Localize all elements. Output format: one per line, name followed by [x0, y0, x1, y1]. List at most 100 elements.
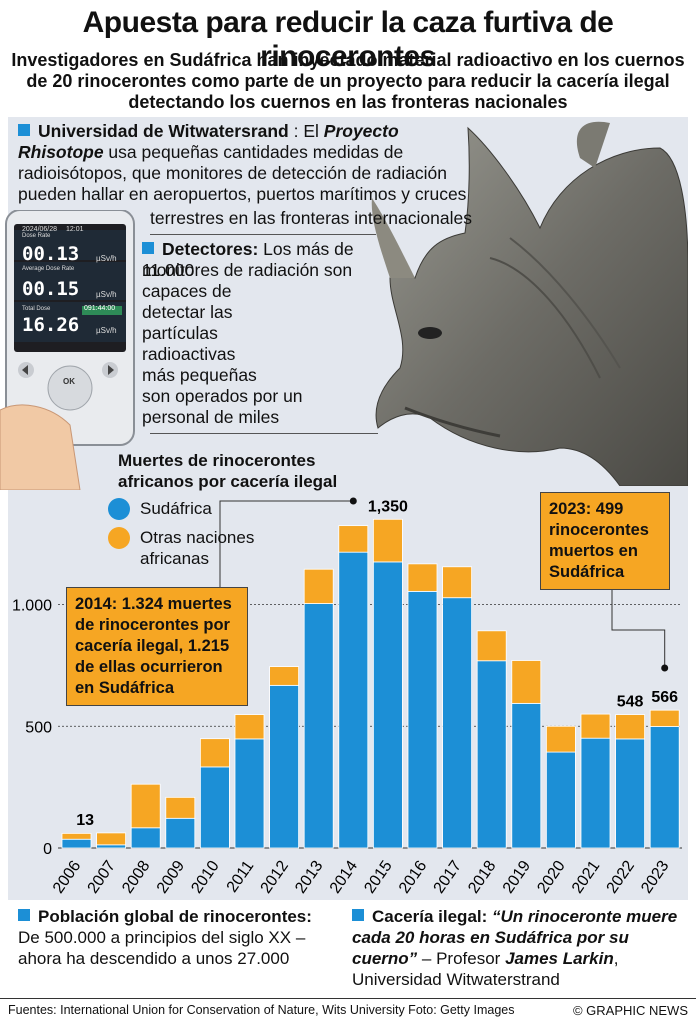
x-tick-label-2022: 2022: [604, 858, 638, 897]
x-tick-label-2023: 2023: [638, 858, 672, 897]
detectores-line-2: monitores de radiación son: [142, 260, 353, 280]
legend-other-line-2: africanas: [140, 549, 209, 568]
bar-other-2023: [649, 709, 680, 727]
witwatersrand-text: Universidad de Witwatersrand : El Proyec…: [18, 121, 468, 205]
footer-credit: © GRAPHIC NEWS: [572, 1003, 688, 1018]
x-tick-label-2013: 2013: [292, 858, 326, 897]
bar-sa-2015: [372, 561, 403, 849]
legend-label-other: Otras naciones africanas: [140, 527, 254, 569]
callout-2023-line-2: rinocerontes: [549, 521, 649, 539]
detectores-text: Detectores: Los más de 11.000: [142, 239, 392, 281]
y-tick-label-500: 500: [25, 719, 52, 736]
device-label-2: Total Dose: [22, 306, 51, 312]
device-unit-0: µSv/h: [96, 254, 117, 263]
callout-2023-line-4: Sudáfrica: [549, 563, 625, 581]
bar-sa-2014: [338, 551, 369, 849]
bar-other-2012: [269, 666, 300, 686]
bar-sa-2011: [234, 738, 265, 849]
page-subtitle: Investigadores en Sudáfrica han inyectad…: [11, 50, 685, 112]
bar-sa-2010: [199, 766, 230, 849]
device-unit-2: µSv/h: [96, 326, 117, 335]
bar-other-2019: [511, 660, 542, 704]
block1-colon: : El: [288, 121, 324, 141]
bar-sa-2012: [269, 684, 300, 849]
detectores-line-3: capaces de: [142, 281, 232, 301]
x-tick-label-2006: 2006: [50, 858, 84, 897]
x-tick-label-2015: 2015: [361, 858, 395, 897]
page-title: Apuesta para reducir la caza furtiva de …: [82, 6, 614, 73]
callout-2014-dot: [349, 497, 357, 505]
bar-other-2011: [234, 714, 265, 740]
callout-2014-line-2: de rinocerontes por: [75, 616, 230, 634]
x-tick-label-2009: 2009: [154, 858, 188, 897]
bar-sa-2017: [442, 597, 473, 849]
callout-2023-line-1: 2023: 499: [549, 500, 624, 518]
bar-other-2014: [338, 525, 369, 553]
callout-2014-line-4: de ellas ocurrieron: [75, 658, 223, 676]
device-unit-1: µSv/h: [96, 290, 117, 299]
bar-other-2008: [130, 783, 161, 829]
rhino-photo: [371, 121, 688, 486]
population-body: De 500.000 a principios del siglo XX – a…: [18, 928, 306, 968]
bar-other-2022: [615, 714, 645, 740]
bullet-square-icon: [352, 909, 364, 921]
device-label-1: Average Dose Rate: [22, 266, 75, 272]
bar-other-2010: [199, 738, 230, 768]
x-tick-label-2008: 2008: [119, 858, 153, 897]
legend-other-line-1: Otras naciones: [140, 528, 255, 547]
x-tick-label-2016: 2016: [396, 858, 430, 897]
bullet-square-icon: [142, 242, 154, 254]
x-tick-label-2014: 2014: [327, 858, 361, 897]
detectores-line-8: son operados por un: [142, 386, 303, 406]
x-tick-label-2017: 2017: [431, 858, 465, 897]
block1-line-last: terrestres en las fronteras internaciona…: [150, 208, 472, 228]
bar-other-2006: [61, 832, 92, 840]
bar-sa-2008: [130, 827, 161, 849]
data-label-2022: 548: [617, 694, 644, 711]
legend-swatch-other: [108, 527, 130, 549]
x-tick-label-2019: 2019: [500, 858, 534, 897]
bar-sa-2021: [580, 737, 611, 849]
bar-other-2013: [303, 568, 334, 604]
bar-other-2021: [580, 713, 611, 739]
bar-other-2018: [476, 630, 507, 662]
bar-sa-2020: [546, 751, 576, 849]
quote-body: “Un rinoceronte muere cada 20 horas en S…: [352, 907, 678, 968]
bar-sa-2007: [96, 844, 126, 849]
bar-other-2020: [546, 725, 576, 753]
data-label-2007: 13: [76, 812, 94, 829]
bar-other-2009: [165, 796, 196, 819]
bar-sa-2019: [511, 702, 542, 849]
quote-author: James Larkin: [505, 949, 614, 968]
bar-other-2007: [96, 832, 126, 846]
device-time: 12:01: [66, 226, 84, 233]
detectores-line-6: radioactivas: [142, 344, 236, 364]
legend-title-line-1: Muertes de rinocerontes: [118, 451, 316, 470]
quote-heading: Cacería ilegal:: [372, 907, 488, 926]
detectores-heading: Detectores:: [162, 239, 259, 259]
bar-other-2015: [372, 518, 403, 563]
bar-other-2016: [407, 563, 438, 592]
callout-2014-line-1: 2014: 1.324 muertes: [75, 595, 232, 613]
detectores-line-4: detectar las: [142, 302, 233, 322]
device-value-2: 16.26: [22, 314, 80, 336]
callout-2014: 2014: 1.324 muertes de rinocerontes por ca…: [66, 587, 248, 706]
bar-sa-2006: [61, 838, 92, 849]
callout-2023-connector: [611, 586, 666, 668]
legend-title: Muertes de rinocerontes africanos por ca…: [118, 450, 337, 492]
device-label-0: Dose Rate: [22, 233, 51, 239]
x-tick-label-2012: 2012: [258, 858, 292, 897]
callout-2023-dot: [661, 664, 669, 672]
x-tick-label-2007: 2007: [85, 858, 119, 897]
data-label-2015: 1,350: [368, 498, 408, 515]
bullet-square-icon: [18, 124, 30, 136]
detectores-line-1: Los más de 11.000: [142, 239, 354, 280]
callout-2014-connector: [219, 500, 354, 587]
data-label-2023: 566: [651, 689, 678, 706]
callout-2014-line-3: cacería ilegal, 1.215: [75, 637, 230, 655]
legend-label-south-africa: Sudáfrica: [140, 499, 212, 518]
bar-sa-2009: [165, 817, 196, 849]
x-tick-label-2011: 2011: [224, 858, 258, 896]
callout-2023: 2023: 499 rinocerontes muertos en Sudáfrica: [540, 492, 670, 590]
